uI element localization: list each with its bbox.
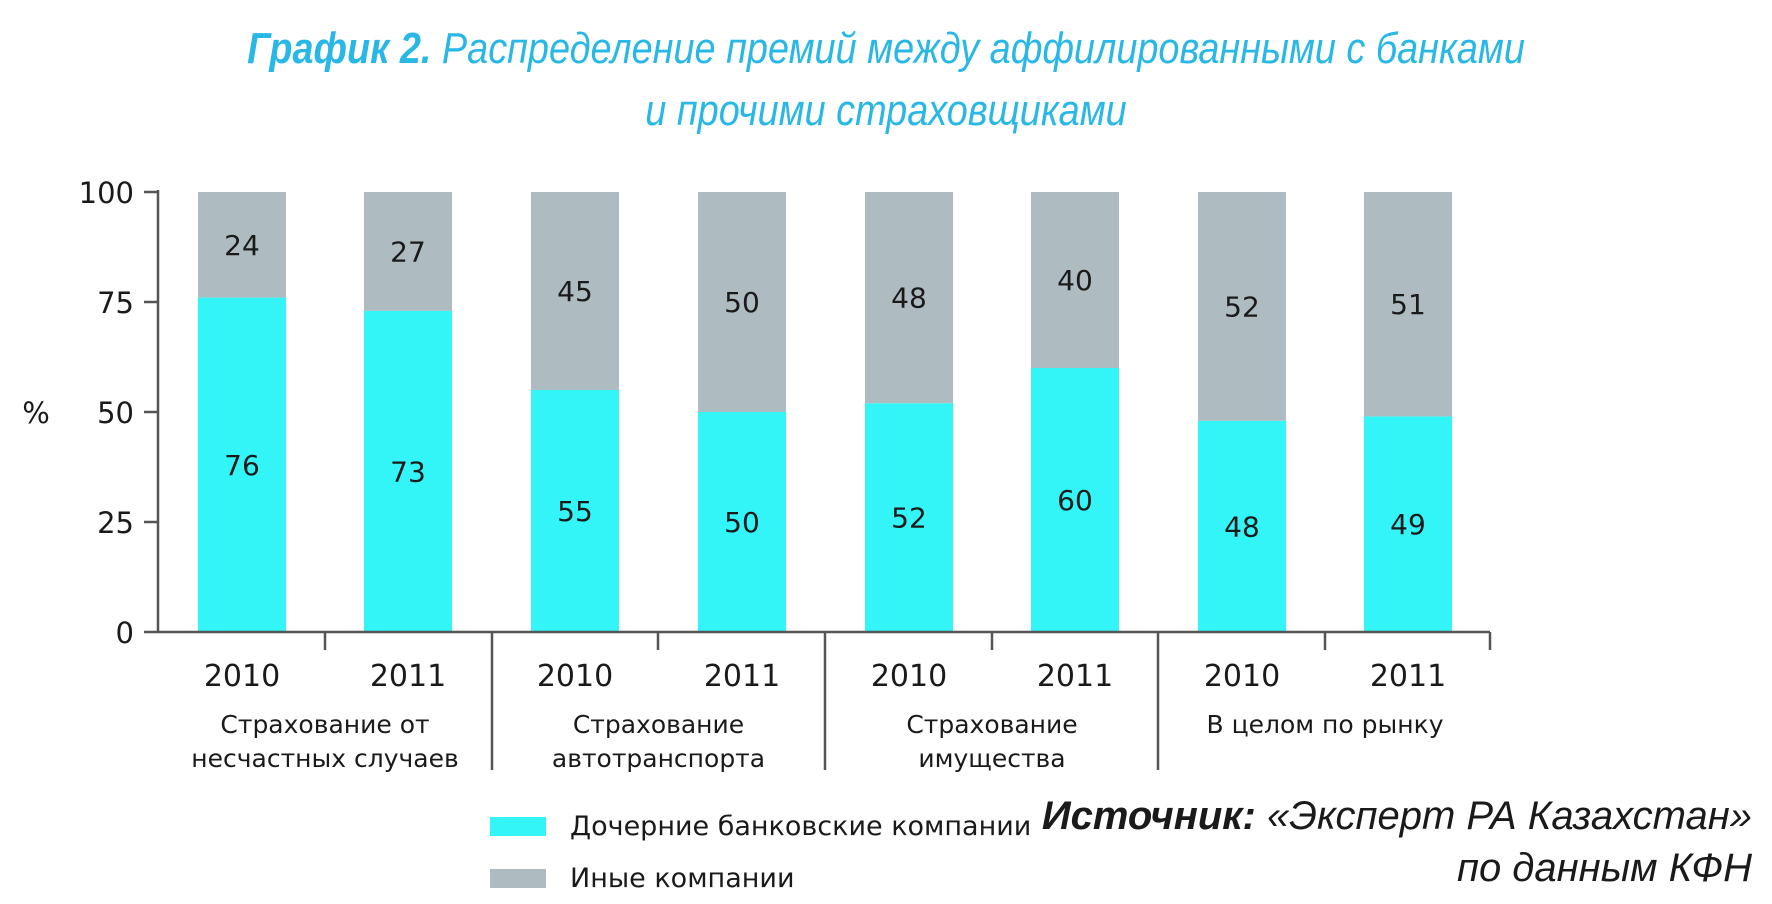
x-tick-label: 2010 xyxy=(537,659,613,694)
data-label-other: 27 xyxy=(390,235,426,268)
x-tick-label: 2010 xyxy=(871,659,947,694)
legend-swatch-bank xyxy=(490,816,546,836)
group-label: Страхование от xyxy=(220,710,429,739)
bar-other xyxy=(865,192,953,404)
x-tick-label: 2011 xyxy=(1370,659,1446,694)
bar-other xyxy=(1364,192,1452,417)
bar-other xyxy=(531,192,619,390)
y-tick-label: 75 xyxy=(97,286,134,320)
bar-bank xyxy=(698,412,786,632)
x-tick-label: 2011 xyxy=(370,659,446,694)
data-label-other: 51 xyxy=(1390,288,1426,321)
data-label-other: 24 xyxy=(224,229,260,262)
group-label: Страхование xyxy=(573,710,744,739)
bar-other xyxy=(364,192,452,311)
x-tick-label: 2010 xyxy=(204,659,280,694)
data-label-bank: 49 xyxy=(1390,508,1426,541)
bar-other xyxy=(198,192,286,298)
legend-label-bank: Дочерние банковские компании xyxy=(570,810,1032,842)
data-label-bank: 52 xyxy=(891,502,927,535)
source-line1: «Эксперт РА Казахстан» xyxy=(1267,794,1752,838)
data-label-bank: 48 xyxy=(1224,510,1260,543)
x-tick-label: 2011 xyxy=(1037,659,1113,694)
axes-layer: 2010 2011 Страхование от несчастных случаев… xyxy=(22,176,1492,773)
bar-other xyxy=(698,192,786,412)
x-tick-label: 2010 xyxy=(1204,659,1280,694)
bar-bank xyxy=(531,390,619,632)
group-label: имущества xyxy=(918,744,1065,773)
y-axis-label: % xyxy=(22,396,50,430)
group-label: несчастных случаев xyxy=(191,744,458,773)
data-label-bank: 50 xyxy=(724,506,760,539)
bar-bank xyxy=(364,310,452,632)
title-line1: Распределение премий между аффилированны… xyxy=(441,24,1525,73)
source-lead: Источник: xyxy=(1041,794,1256,838)
bar-bank xyxy=(1031,368,1119,632)
data-label-bank: 55 xyxy=(557,495,593,528)
y-tick-label: 0 xyxy=(116,616,134,650)
data-label-other: 50 xyxy=(724,286,760,319)
legend: Дочерние банковские компании Иные компан… xyxy=(490,800,1031,904)
bar-bank xyxy=(1364,416,1452,632)
x-tick-label: 2011 xyxy=(704,659,780,694)
group-label: Страхование xyxy=(906,710,1077,739)
legend-label-other: Иные компании xyxy=(570,862,795,894)
bar-bank xyxy=(1198,420,1286,632)
y-tick-label: 100 xyxy=(79,176,134,210)
legend-swatch-other xyxy=(490,868,546,888)
data-label-bank: 60 xyxy=(1057,484,1093,517)
source-note: Источник: «Эксперт РА Казахстан» по данн… xyxy=(1042,790,1752,894)
bars-layer: 76 24 73 27 55 45 50 50 52 48 60 40 48 52 49 51 xyxy=(198,192,1452,632)
y-tick-label: 50 xyxy=(97,396,134,430)
data-label-bank: 73 xyxy=(390,455,426,488)
data-label-other: 52 xyxy=(1224,290,1260,323)
bar-other xyxy=(1031,192,1119,368)
y-tick-label: 25 xyxy=(97,506,134,540)
title-line2: и прочими страховщиками xyxy=(645,86,1127,135)
chart-title: График 2. Распределение премий между афф… xyxy=(124,18,1648,142)
data-label-bank: 76 xyxy=(224,449,260,482)
data-label-other: 40 xyxy=(1057,264,1093,297)
title-lead: График 2. xyxy=(247,24,432,73)
data-label-other: 45 xyxy=(557,275,593,308)
bar-other xyxy=(1198,192,1286,421)
group-label: автотранспорта xyxy=(552,744,765,773)
bar-bank xyxy=(865,403,953,632)
legend-item-other: Иные компании xyxy=(490,852,1031,904)
legend-item-bank: Дочерние банковские компании xyxy=(490,800,1031,852)
data-label-other: 48 xyxy=(891,282,927,315)
source-line2: по данным КФН xyxy=(1456,846,1752,890)
group-label: В целом по рынку xyxy=(1206,710,1443,739)
bar-bank xyxy=(198,297,286,632)
